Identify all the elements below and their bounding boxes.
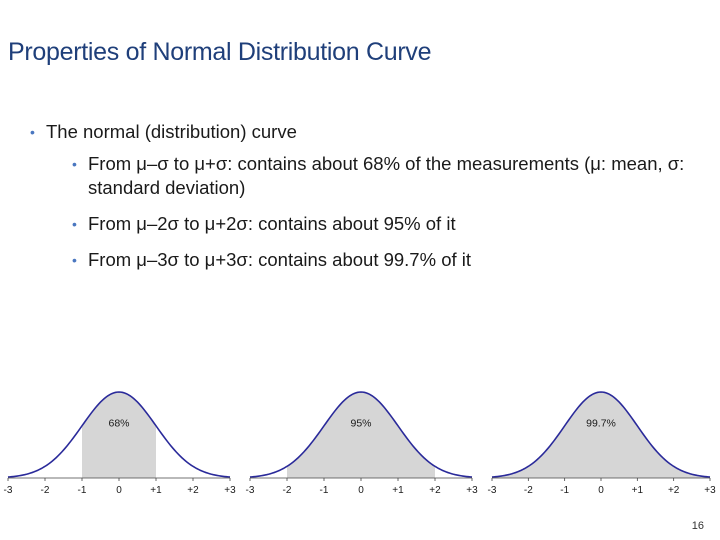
bullet-sub-3-text: From μ–3σ to μ+3σ: contains about 99.7% … [88,249,472,270]
bullet-dot-icon: • [72,252,77,268]
shaded-area [82,392,156,478]
normal-curve-1-svg: -3 -2 -1 0 +1 +2 +3 68% [4,391,236,496]
normal-curve-2-svg: -3 -2 -1 0 +1 +2 +3 95% [246,391,478,496]
bullet-main: • The normal (distribution) curve [30,120,710,144]
x-tick-label: -2 [524,485,533,496]
x-tick-label: +1 [632,485,644,496]
x-tick-label: +1 [150,485,162,496]
bullet-sub-2-text: From μ–2σ to μ+2σ: contains about 95% of… [88,213,456,234]
shaded-area [287,392,435,478]
x-tick-label: +3 [466,485,478,496]
x-tick-label: -1 [560,485,569,496]
bullet-main-text: The normal (distribution) curve [46,121,297,142]
x-tick-label: -2 [41,485,50,496]
percent-annotation: 95% [350,417,371,429]
distribution-curve [249,391,473,478]
x-tick-label: +3 [704,485,716,496]
percent-annotation: 99.7% [586,417,616,429]
x-tick-label: 0 [598,485,604,496]
page-number: 16 [691,520,704,532]
x-tick-label: +2 [187,485,199,496]
bullet-sub-1: • From μ–σ to μ+σ: contains about 68% of… [30,152,710,200]
x-tick-label: -2 [283,485,292,496]
x-tick-label: 0 [116,485,122,496]
slide-title: Properties of Normal Distribution Curve [8,38,432,66]
x-tick-label: -3 [246,485,255,496]
bullet-sub-2: • From μ–2σ to μ+2σ: contains about 95% … [30,212,710,236]
x-tick-label: +2 [668,485,680,496]
percent-annotation: 68% [108,417,129,429]
normal-curve-chart-3: -3 -2 -1 0 +1 +2 +3 99.7% [484,378,720,503]
x-tick-label: -3 [4,485,13,496]
x-tick-label: -1 [78,485,87,496]
normal-curve-chart-2: -3 -2 -1 0 +1 +2 +3 95% [242,378,482,503]
bullet-list: • The normal (distribution) curve • From… [30,120,710,284]
x-tick-label: -1 [320,485,329,496]
bullet-sub-3: • From μ–3σ to μ+3σ: contains about 99.7… [30,248,710,272]
shaded-area [492,392,710,478]
distribution-curve [7,391,231,478]
x-tick-label: -3 [488,485,497,496]
normal-curve-chart-1: -3 -2 -1 0 +1 +2 +3 68% [0,378,240,503]
normal-curve-3-svg: -3 -2 -1 0 +1 +2 +3 99.7% [488,391,716,496]
bullet-sub-1-text: From μ–σ to μ+σ: contains about 68% of t… [88,153,685,198]
distribution-curve [491,391,711,478]
x-tick-label: +2 [429,485,441,496]
x-tick-label: +3 [224,485,236,496]
x-tick-label: 0 [358,485,364,496]
bullet-dot-icon: • [30,124,35,140]
bullet-dot-icon: • [72,216,77,232]
x-tick-label: +1 [392,485,404,496]
bullet-dot-icon: • [72,156,77,172]
